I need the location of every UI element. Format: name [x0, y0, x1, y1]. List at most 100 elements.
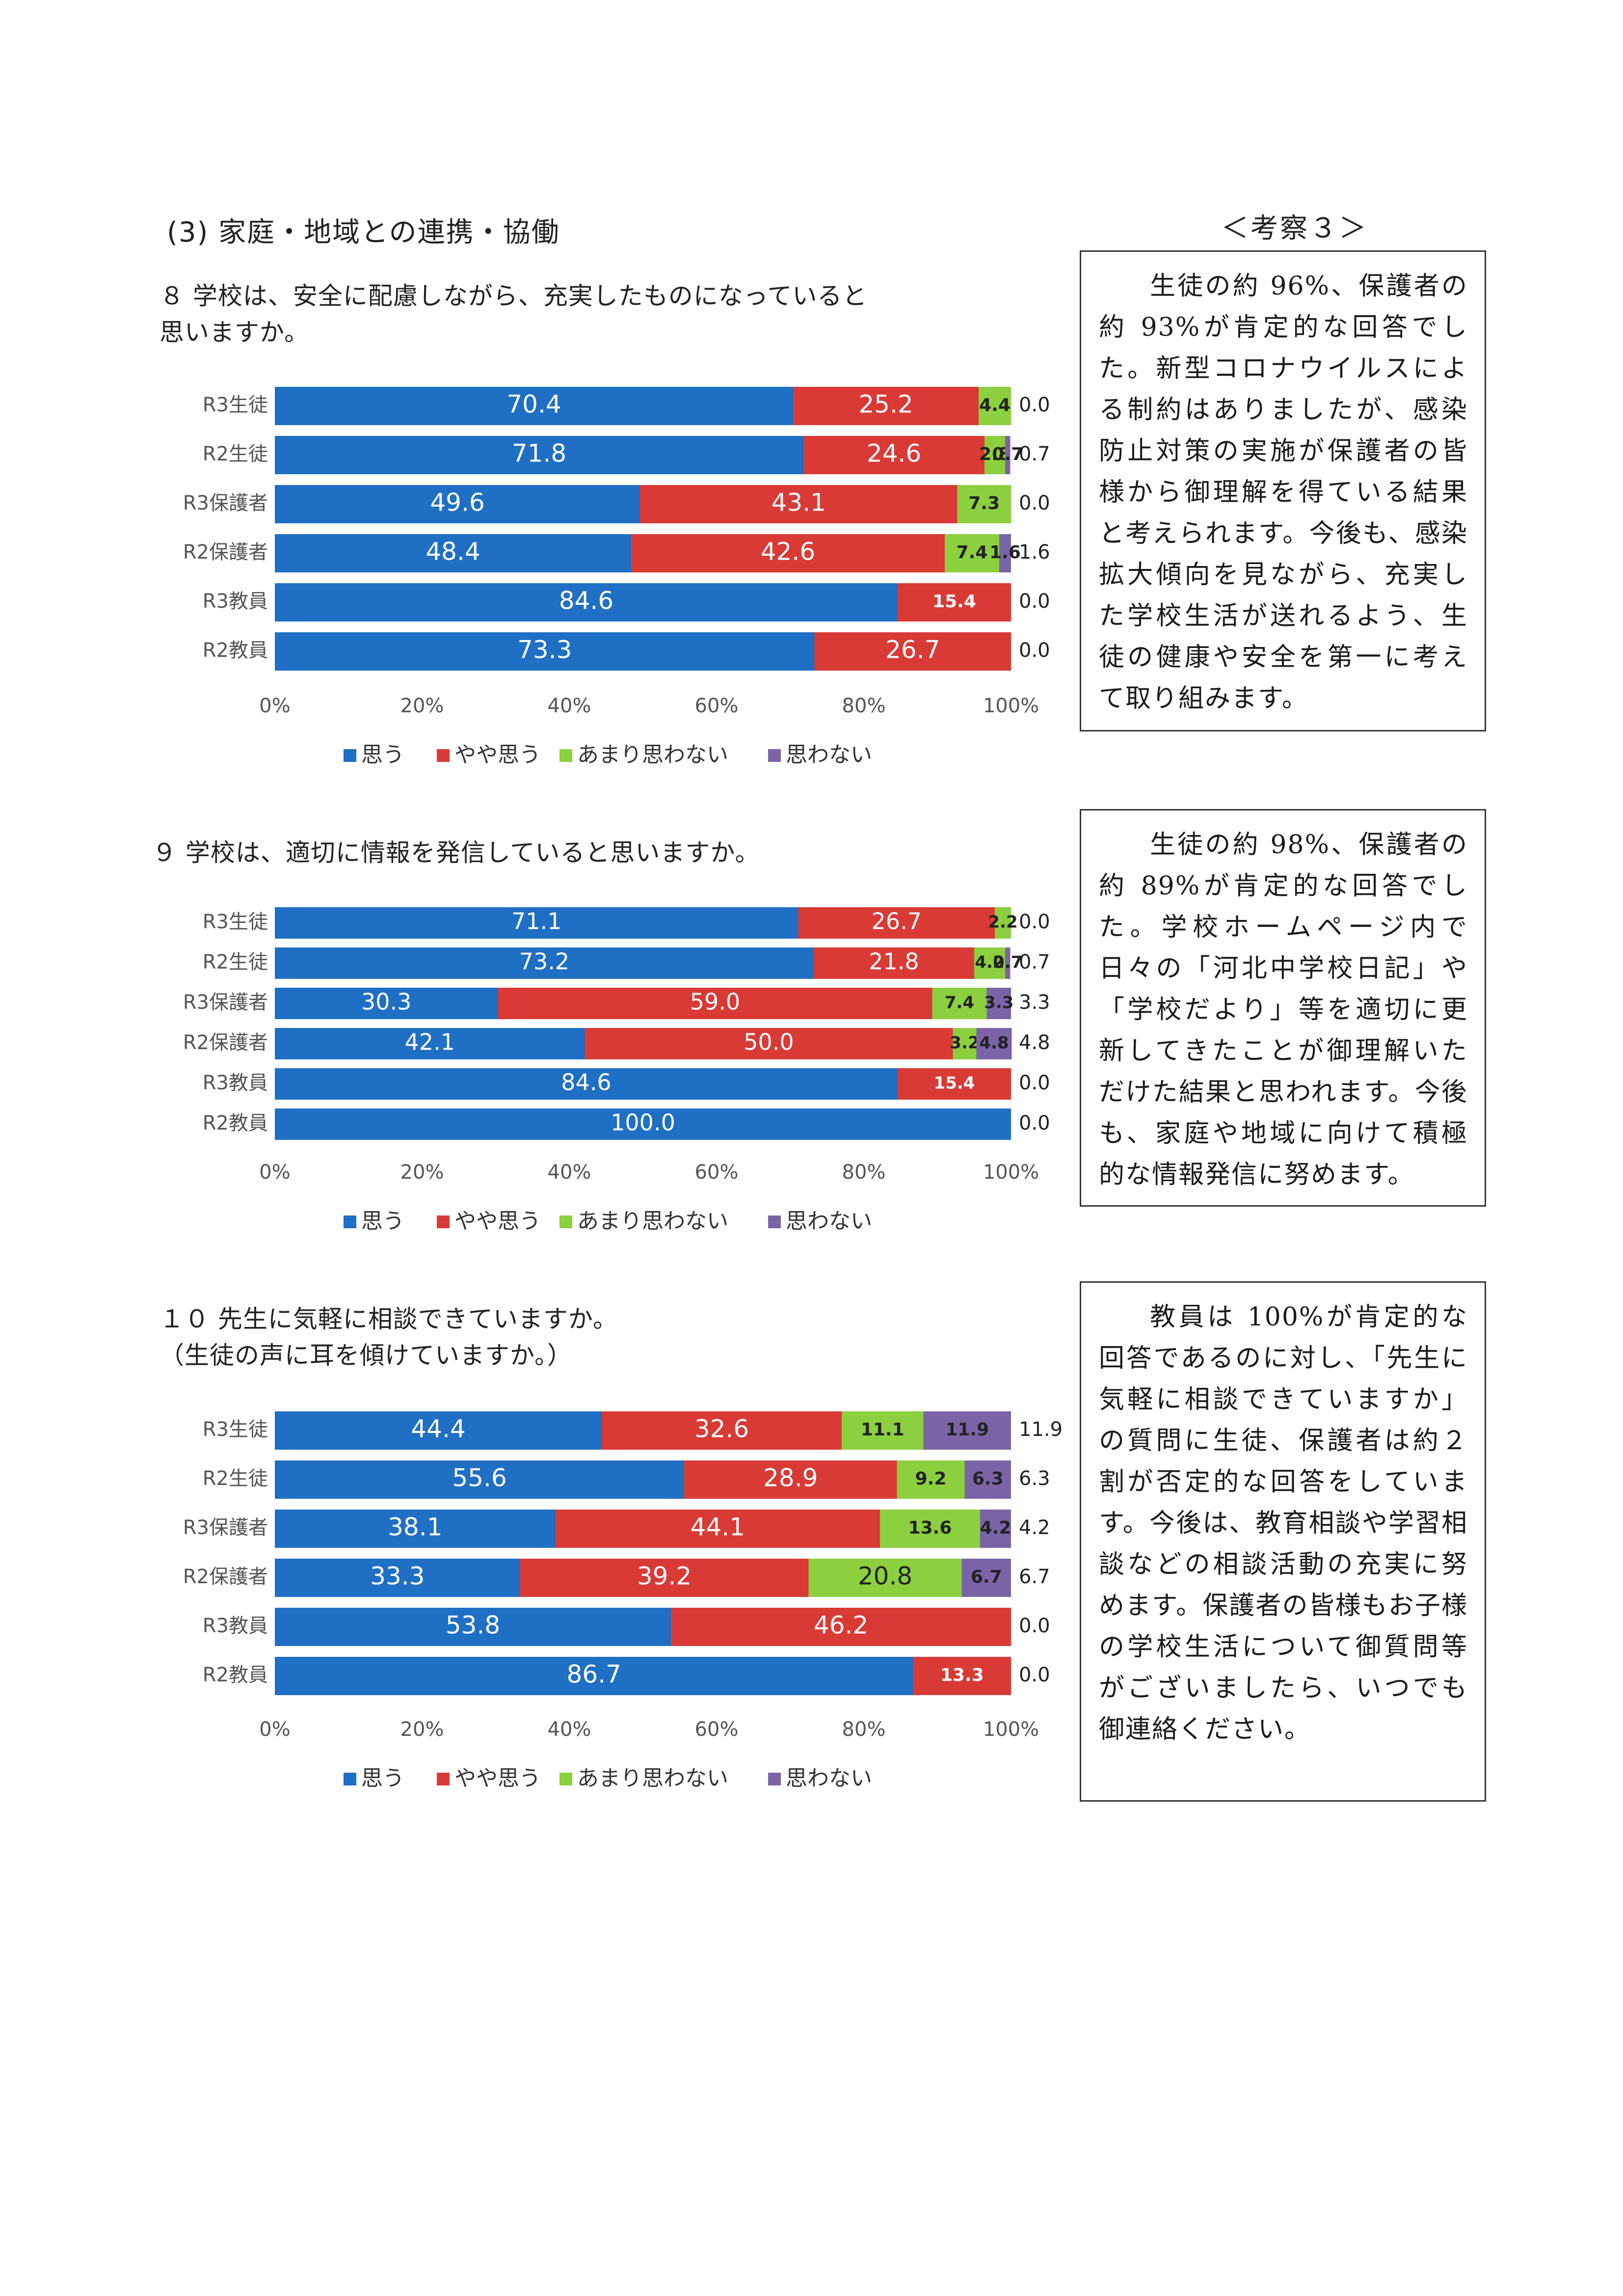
comment-box-1: 生徒の約 96%、保護者の約 93%が肯定的な回答でした。新型コロナウイルスによ… [1080, 250, 1486, 731]
data-label: 70.4 [506, 390, 561, 419]
legend-swatch [768, 1773, 781, 1785]
section-title: (3) 家庭・地域との連携・協働 [167, 216, 560, 248]
category-label: R3教員 [203, 590, 268, 613]
data-label: 2.2 [988, 913, 1017, 932]
data-label-outside: 0.0 [1019, 394, 1050, 416]
data-label: 1.6 [989, 542, 1021, 563]
data-label: 59.0 [690, 989, 740, 1015]
data-label-outside: 6.7 [1019, 1566, 1050, 1588]
bar-segment [275, 485, 640, 523]
category-label: R3保護者 [183, 991, 268, 1014]
data-label: 0.7 [993, 953, 1022, 972]
data-label: 26.7 [885, 636, 940, 664]
legend-label: やや思う [454, 742, 541, 767]
bar-segment [275, 1068, 898, 1100]
legend-label: 思わない [786, 1766, 872, 1791]
axis-tick-label: 40% [548, 695, 591, 717]
data-label-outside: 0.0 [1019, 1072, 1050, 1094]
bar-segment [793, 387, 979, 425]
bar-segment [555, 1510, 880, 1548]
legend-swatch [559, 1216, 572, 1228]
kousatsu-title: ＜考察３＞ [1221, 213, 1368, 244]
bar-segment [798, 907, 995, 939]
legend-label: やや思う [454, 1766, 541, 1791]
data-label: 0.7 [992, 444, 1023, 464]
axis-tick-label: 0% [259, 695, 290, 717]
bar-segment [275, 1108, 1011, 1140]
data-label-outside: 0.0 [1019, 492, 1050, 514]
data-label-outside: 6.3 [1019, 1467, 1050, 1490]
bar-segment [898, 583, 1011, 621]
data-label: 43.1 [772, 488, 826, 517]
bar-segment [961, 1559, 1011, 1597]
data-label: 38.1 [388, 1513, 442, 1541]
axis-tick-label: 40% [548, 1161, 591, 1184]
data-label: 71.8 [512, 439, 566, 468]
data-label-outside: 4.2 [1019, 1516, 1050, 1539]
legend-swatch [768, 1216, 781, 1228]
bar-segment [275, 1559, 520, 1597]
category-label: R2教員 [203, 639, 268, 662]
bar-segment [964, 1460, 1011, 1499]
legend-label: あまり思わない [577, 742, 728, 767]
legend-swatch [437, 1216, 450, 1228]
legend-label: 思う [361, 742, 404, 767]
data-label: 9.2 [915, 1469, 947, 1489]
legend-swatch [768, 749, 781, 762]
axis-tick-label: 20% [400, 695, 444, 717]
bar-segment [913, 1657, 1011, 1695]
axis-tick-label: 20% [400, 1161, 444, 1184]
bar-segment [999, 534, 1011, 572]
category-label: R2生徒 [203, 443, 268, 465]
legend-swatch [559, 1773, 572, 1785]
data-label-outside: 0.0 [1019, 1112, 1050, 1134]
axis-tick-label: 0% [259, 1718, 290, 1741]
data-label: 7.4 [945, 993, 974, 1013]
data-label: 48.4 [426, 538, 480, 566]
data-label: 46.2 [814, 1611, 868, 1640]
comment-box-3: 教員は 100%が肯定的な回答であるのに対し、「先生に気軽に相談できていますか」… [1080, 1281, 1486, 1802]
question-10: １０ 先生に気軽に相談できていますか。 （生徒の声に耳を傾けていますか。） [160, 1305, 618, 1370]
bar-segment [275, 1028, 585, 1059]
bar-segment [898, 1068, 1011, 1100]
data-label: 86.7 [567, 1660, 621, 1689]
bar-segment [1005, 947, 1011, 979]
data-label: 25.2 [858, 390, 913, 419]
bar-segment [275, 387, 793, 425]
bar-segment [602, 1411, 842, 1450]
bar-segment [974, 947, 1005, 979]
bar-segment [520, 1559, 809, 1597]
axis-tick-label: 100% [983, 1161, 1039, 1184]
bar-segment [684, 1460, 897, 1499]
axis-tick-label: 40% [548, 1718, 591, 1741]
category-label: R3生徒 [203, 394, 268, 416]
bar-segment [897, 1460, 965, 1499]
bar-segment [986, 988, 1011, 1019]
data-label: 30.3 [361, 989, 411, 1015]
data-label-outside: 0.0 [1019, 590, 1050, 613]
axis-tick-label: 60% [695, 1718, 739, 1741]
question-8: ８ 学校は、安全に配慮しながら、充実したものになっていると 思いますか。 [160, 282, 868, 347]
data-label-outside: 3.3 [1019, 991, 1050, 1014]
category-label: R3教員 [203, 1072, 268, 1094]
data-label: 7.3 [968, 493, 1000, 513]
legend-swatch [559, 749, 572, 762]
bar-segment [275, 583, 898, 621]
data-label: 15.4 [934, 1074, 975, 1093]
legend-label: 思わない [786, 742, 872, 767]
axis-tick-label: 100% [983, 1718, 1039, 1741]
bar-segment [979, 387, 1011, 425]
bar-segment [980, 1510, 1011, 1548]
axis-tick-label: 80% [842, 695, 886, 717]
axis-tick-label: 60% [695, 1161, 739, 1184]
data-label-outside: 1.6 [1019, 541, 1050, 564]
data-label: 4.8 [979, 1033, 1009, 1053]
bar-segment [275, 534, 631, 572]
bar-segment [995, 907, 1011, 939]
axis-tick-label: 60% [695, 695, 739, 717]
axis-tick-label: 80% [842, 1718, 886, 1741]
legend-swatch [344, 749, 356, 762]
data-label: 7.4 [957, 542, 988, 563]
bar-segment [275, 436, 803, 474]
category-label: R2生徒 [203, 1467, 268, 1490]
